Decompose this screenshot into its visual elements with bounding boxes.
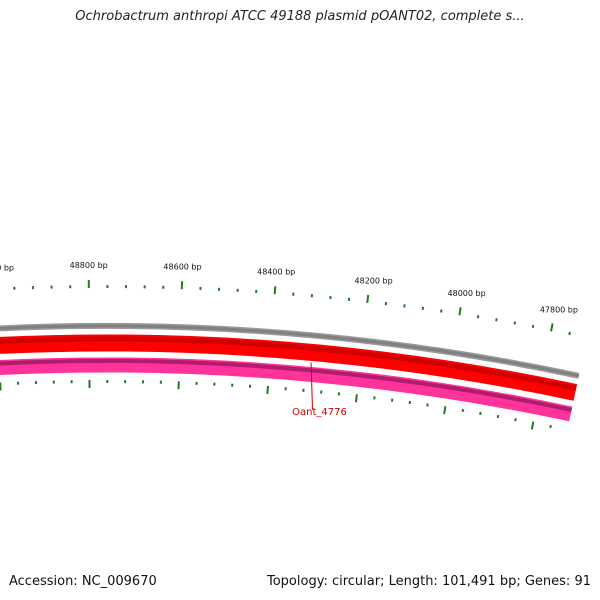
ruler-tick-inner — [479, 411, 482, 416]
ruler-tick-inner — [549, 424, 552, 429]
backbone-core — [0, 324, 580, 378]
ruler-tick-outer — [568, 331, 571, 336]
forward-strand-track — [0, 334, 578, 401]
ruler-tick-label: 49000 bp — [0, 264, 14, 273]
ruler-tick-outer — [366, 294, 370, 304]
ruler-tick-outer — [273, 286, 277, 295]
ruler-tick-inner — [443, 406, 447, 415]
gene-label: Oant_4776 — [292, 407, 347, 418]
ruler-tick-label: 48200 bp — [355, 277, 393, 286]
ruler-tick-outer — [550, 323, 554, 332]
ruler-tick-inner — [496, 414, 500, 419]
ruler-tick-label: 48000 bp — [448, 289, 486, 298]
accession-label: Accession: NC_009670 — [9, 574, 157, 589]
ruler-tick-inner — [266, 385, 269, 395]
map-title: Ochrobactrum anthropi ATCC 49188 plasmid… — [75, 9, 525, 24]
ruler-tick-label: 48800 bp — [70, 261, 108, 270]
reverse-strand-edge — [0, 359, 572, 412]
forward-strand-edge — [0, 336, 577, 391]
ruler-tick-outer — [495, 318, 498, 322]
ruler-tick-inner — [514, 418, 517, 422]
ruler-tick-label: 48400 bp — [257, 267, 295, 276]
ruler-tick-outer — [513, 321, 517, 325]
ruler-tick-inner — [354, 394, 358, 403]
map-summary: Topology: circular; Length: 101,491 bp; … — [266, 574, 591, 589]
ruler-tick-outer — [458, 307, 462, 316]
gene-callout-line — [310, 362, 314, 410]
ruler-tick-outer — [531, 324, 535, 329]
ruler-tick-inner — [530, 421, 535, 430]
ruler-tick-label: 47800 bp — [540, 306, 578, 315]
reverse-strand-track — [0, 357, 573, 422]
ruler-tick-label: 48600 bp — [163, 262, 201, 271]
